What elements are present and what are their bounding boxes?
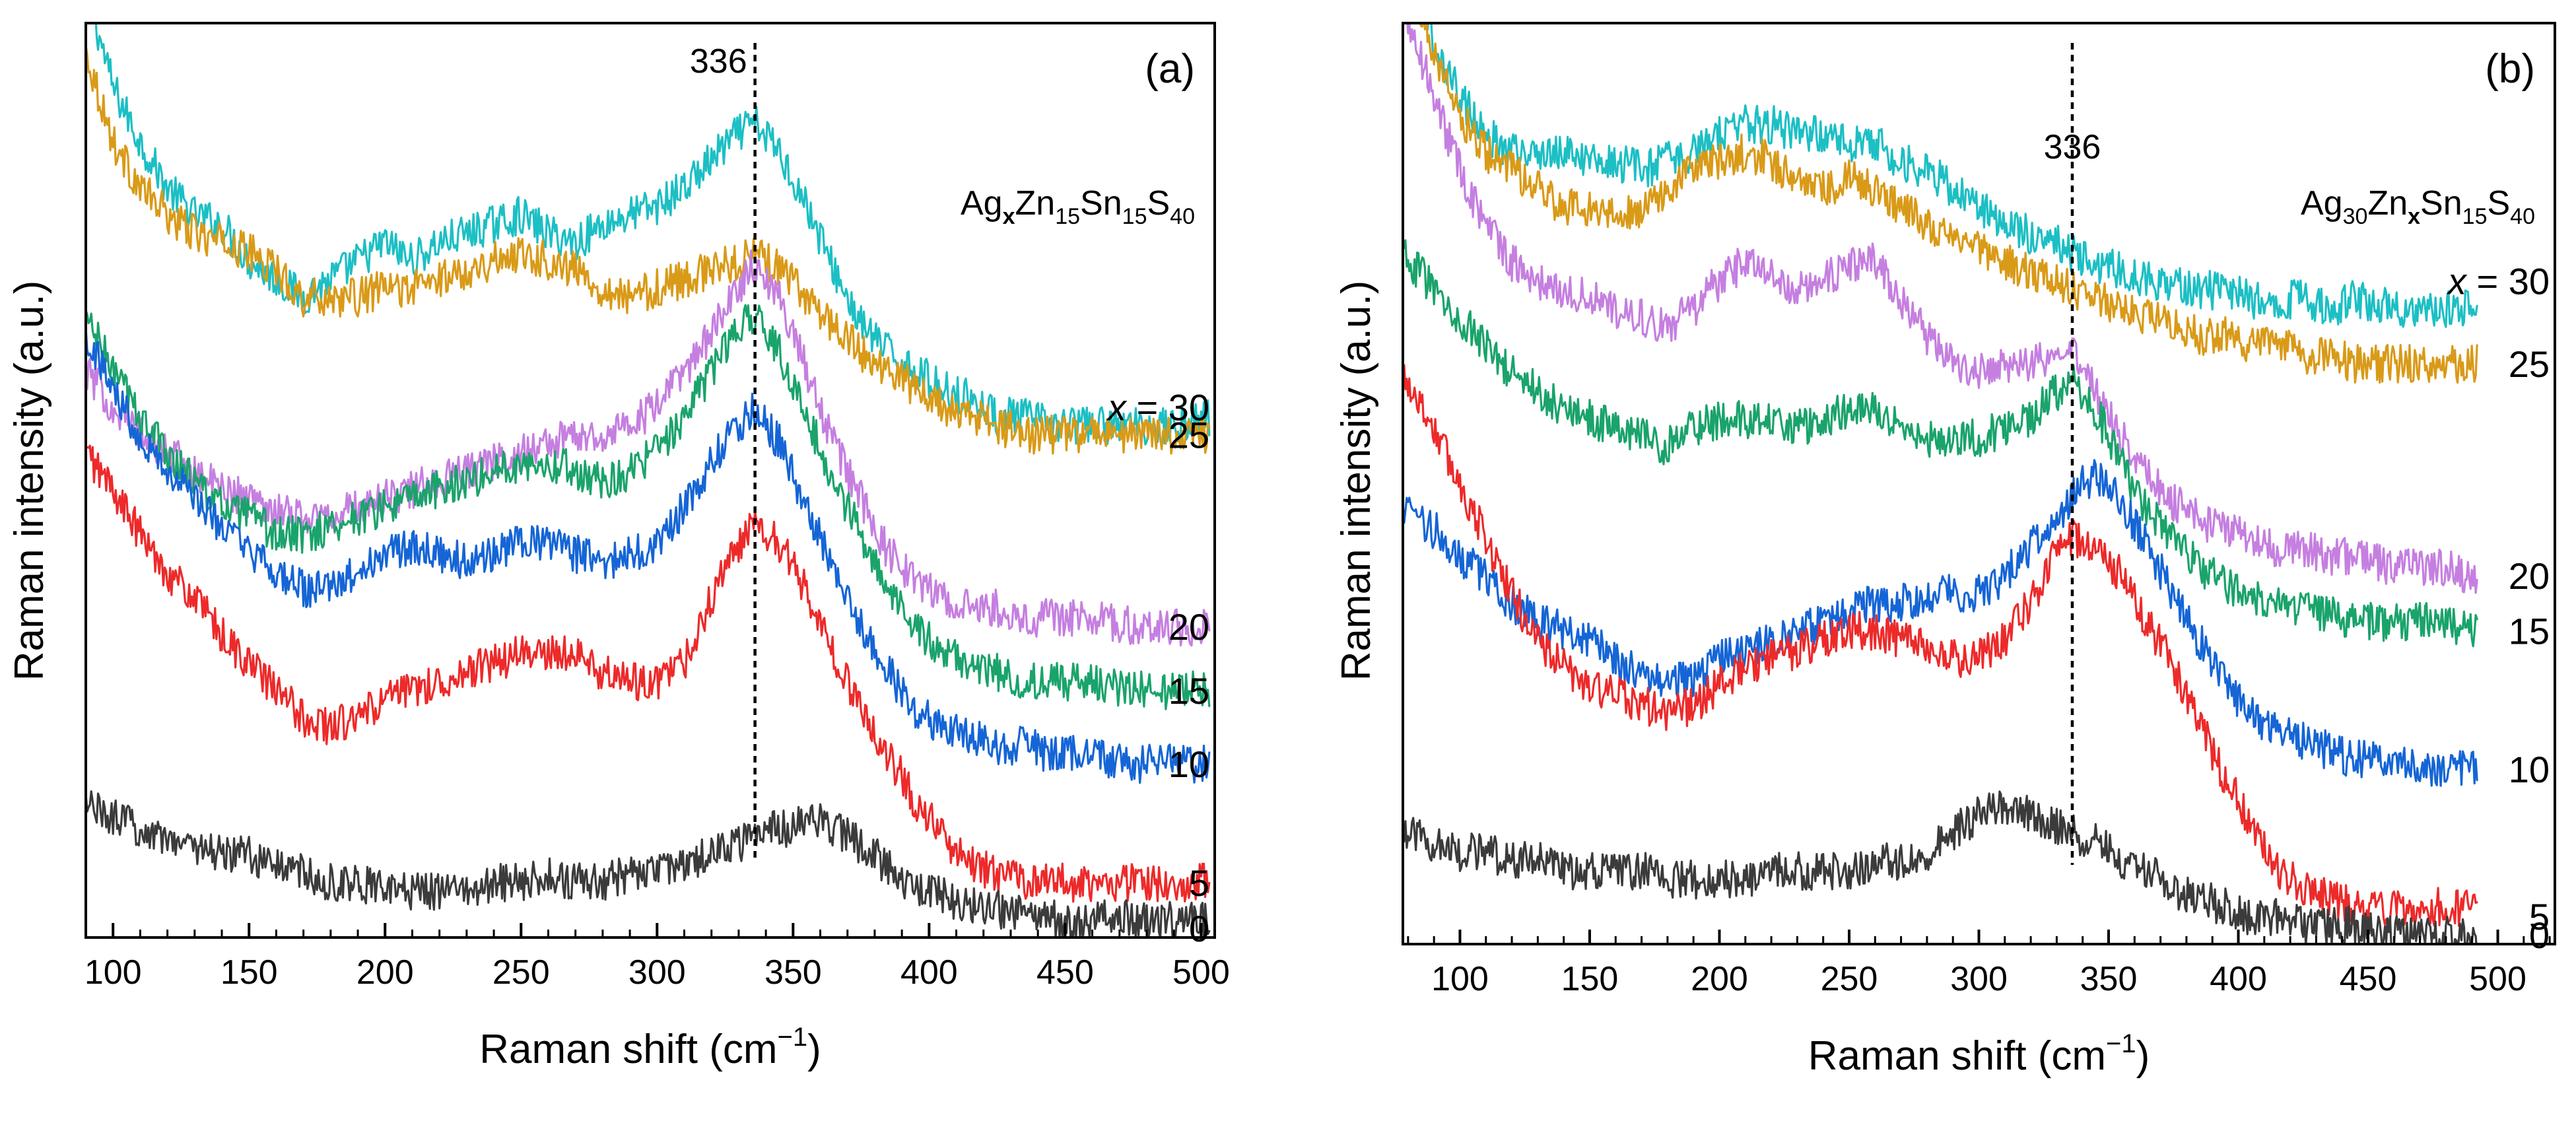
series-label-5: 5	[2529, 896, 2550, 937]
series-label-15: 15	[1169, 670, 1209, 712]
formula-subscript: 15	[2462, 204, 2488, 229]
series-label-0: 0	[2529, 914, 2550, 956]
x-tick-label: 250	[1821, 960, 1878, 998]
series-label-25: 25	[2509, 343, 2550, 385]
series-label-15: 15	[2509, 611, 2550, 652]
x-axis-label: Raman shift (cm−1)	[479, 1023, 821, 1072]
series-label-20: 20	[1169, 606, 1209, 648]
reference-line-label: 336	[690, 42, 747, 81]
x-tick-label: 150	[220, 953, 278, 992]
x-tick-label: 200	[356, 953, 414, 992]
series-group	[1403, 23, 2478, 944]
y-axis-label: Raman intensity (a.u.)	[7, 281, 52, 681]
x-tick-label: 400	[900, 953, 958, 992]
reference-line-label: 336	[2044, 128, 2101, 166]
x-axis-label-end: )	[807, 1027, 821, 1072]
plot-frame	[85, 22, 1216, 939]
x-tick-label: 150	[1561, 960, 1619, 998]
series-label-x-30: x = 30	[1106, 387, 1209, 428]
series-line-10	[86, 327, 1211, 784]
formula-subscript: 15	[1055, 204, 1080, 229]
panel-label: (b)	[2485, 46, 2535, 92]
x-tick-label: 450	[2340, 960, 2397, 998]
composition-formula: AgxZn15Sn15S40	[961, 184, 1195, 229]
formula-subscript: x	[2408, 204, 2420, 229]
x-tick-label: 450	[1036, 953, 1094, 992]
series-label-5: 5	[1189, 862, 1209, 904]
formula-element: S	[1147, 184, 1170, 222]
x-tick-label: 200	[1691, 960, 1748, 998]
x-axis-label-end: )	[2136, 1033, 2150, 1079]
composition-formula: Ag30ZnxSn15S40	[2301, 184, 2535, 229]
formula-element: S	[2487, 184, 2510, 222]
y-axis-label: Raman intensity (a.u.)	[1334, 281, 1379, 681]
x-axis-label-main: Raman shift (cm	[479, 1027, 777, 1072]
formula-subscript: 40	[1170, 204, 1195, 229]
series-line-20	[86, 250, 1211, 647]
x-tick-label: 350	[2080, 960, 2138, 998]
x-tick-label: 350	[764, 953, 822, 992]
x-tick-label: 500	[1172, 953, 1230, 992]
series-line-20	[1403, 23, 2478, 594]
series-line-5	[1403, 364, 2478, 928]
series-label-value: = 30	[2466, 261, 2550, 302]
formula-subscript: 30	[2343, 204, 2368, 229]
series-line-25	[1419, 23, 2478, 384]
formula-element: Zn	[2367, 184, 2408, 222]
formula-subscript: 15	[1122, 204, 1147, 229]
series-line-0	[1403, 790, 2478, 944]
series-label-value: = 30	[1126, 387, 1209, 428]
formula-element: Sn	[2420, 184, 2462, 222]
x-tick-label: 300	[628, 953, 686, 992]
x-axis-label: Raman shift (cm−1)	[1808, 1029, 2150, 1079]
x-tick-label: 100	[1431, 960, 1489, 998]
series-label-0: 0	[1189, 908, 1209, 949]
x-tick-label: 500	[2469, 960, 2526, 998]
panel-label: (a)	[1145, 46, 1195, 92]
x-tick-label: 300	[1950, 960, 2008, 998]
series-line-x-30	[1425, 23, 2478, 328]
series-line-10	[1403, 459, 2478, 787]
series-label-var: x	[1106, 387, 1128, 428]
series-line-5	[86, 444, 1211, 903]
series-line-x-30	[94, 23, 1211, 446]
x-axis-label-sup: −1	[2106, 1029, 2136, 1058]
x-tick-label: 100	[85, 953, 142, 992]
series-line-0	[86, 790, 1211, 937]
x-tick-label: 400	[2210, 960, 2267, 998]
series-label-20: 20	[2509, 555, 2550, 597]
x-axis-label-sup: −1	[778, 1023, 808, 1052]
x-axis-label-main: Raman shift (cm	[1808, 1033, 2106, 1079]
series-label-10: 10	[1169, 743, 1209, 785]
series-line-15	[86, 304, 1211, 710]
series-label-10: 10	[2509, 749, 2550, 790]
formula-subscript: 40	[2510, 204, 2535, 229]
formula-element: Sn	[1080, 184, 1122, 222]
series-line-15	[1403, 239, 2478, 648]
x-tick-label: 250	[492, 953, 550, 992]
series-label-var: x	[2446, 261, 2468, 302]
series-group	[86, 23, 1211, 937]
formula-subscript: x	[1003, 204, 1015, 229]
formula-element: Ag	[961, 184, 1003, 222]
formula-element: Zn	[1015, 184, 1056, 222]
series-label-25: 25	[1169, 414, 1209, 456]
formula-element: Ag	[2301, 184, 2343, 222]
series-line-25	[86, 44, 1211, 455]
series-label-x-30: x = 30	[2446, 261, 2550, 302]
